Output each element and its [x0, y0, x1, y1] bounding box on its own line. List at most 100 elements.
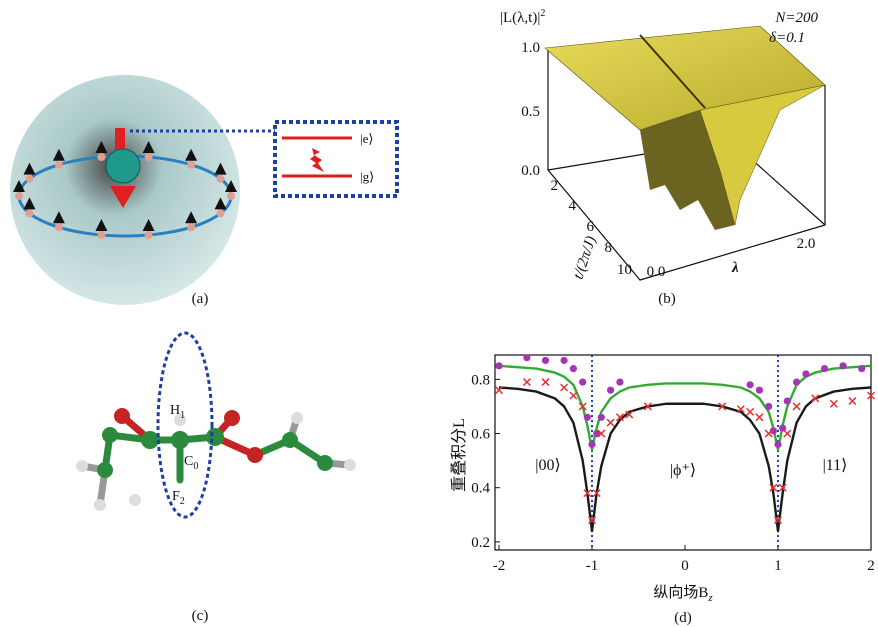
y-tick-label: 0.6 — [471, 427, 490, 443]
y-axis-label: 重叠积分L — [450, 418, 468, 492]
data-point — [802, 370, 809, 377]
z-tick-label: 0.0 — [521, 163, 540, 179]
atom-label: F2 — [172, 489, 185, 507]
t-tick-label: 2 — [551, 178, 559, 194]
spin-site — [145, 231, 153, 239]
data-point — [784, 397, 791, 404]
highlight-ellipse — [158, 333, 212, 517]
spin-site — [97, 231, 105, 239]
level-label: |e⟩ — [360, 131, 373, 146]
data-point — [561, 357, 568, 364]
x-tick-label: 0 — [681, 558, 689, 574]
atom-label: C0 — [184, 454, 198, 472]
data-point — [821, 365, 828, 372]
atom-symbol: H — [170, 403, 180, 418]
param: δ=0.1 — [769, 30, 805, 46]
data-point — [765, 403, 772, 410]
data-point — [598, 414, 605, 421]
t-tick-label: 10 — [617, 262, 632, 278]
data-point — [579, 378, 586, 385]
spin-site — [25, 175, 33, 183]
spin-site — [227, 192, 235, 200]
y-tick-label: 0.4 — [471, 481, 490, 497]
spin-site — [15, 192, 23, 200]
spin-site — [217, 209, 225, 217]
spin-site — [97, 153, 105, 161]
x-tick-label: 2 — [867, 558, 875, 574]
data-point — [858, 365, 865, 372]
panel-b: |L(λ,t)|2 N=200 δ=0.1 1.0 0.5 0.0 2 4 6 … — [500, 8, 825, 307]
panel-label: (d) — [674, 610, 692, 626]
data-point — [607, 387, 614, 394]
central-spin — [106, 149, 140, 183]
data-point — [570, 392, 577, 399]
atom-symbol: C — [184, 454, 193, 469]
data-point — [523, 379, 530, 386]
state-label: |11⟩ — [823, 457, 848, 474]
panel-a: |e⟩ |g⟩ (a) — [10, 75, 397, 307]
x-tick-label: -1 — [586, 558, 599, 574]
data-point — [542, 379, 549, 386]
data-point — [756, 414, 763, 421]
arrow — [115, 128, 125, 150]
t-tick-label: 6 — [587, 219, 595, 235]
state-label: |00⟩ — [535, 457, 560, 474]
y-tick-label: 0.2 — [471, 535, 490, 551]
state-label: |ϕ⁺⟩ — [670, 462, 696, 479]
panel-label: (b) — [658, 291, 676, 307]
series-line — [499, 366, 871, 450]
data-point — [747, 381, 754, 388]
spin-site — [55, 161, 63, 169]
panel-d: (d) -2 -1 0 1 2 0.2 0.4 0.6 0.8 |00⟩ |ϕ⁺⟩ |11⟩ 纵向场Bz… — [450, 354, 875, 626]
x-axis-label-sub: z — [707, 592, 713, 604]
param: N=200 — [774, 10, 818, 26]
data-point — [830, 400, 837, 407]
data-point — [793, 378, 800, 385]
data-point — [607, 419, 614, 426]
spin-site — [25, 209, 33, 217]
y-tick-label: 0.8 — [471, 372, 490, 388]
data-point — [616, 378, 623, 385]
data-point — [756, 387, 763, 394]
data-point — [849, 398, 856, 405]
data-point — [840, 362, 847, 369]
data-point — [747, 408, 754, 415]
z-tick-label: 0.5 — [521, 104, 540, 120]
spin-site — [145, 153, 153, 161]
figure: |e⟩ |g⟩ (a) |L(λ,t)|2 N=200 δ=0.1 1.0 0.… — [0, 0, 878, 627]
z-tick-label: 1.0 — [521, 40, 540, 56]
atom-index: 0 — [193, 461, 198, 472]
lambda-label: λ — [731, 260, 739, 276]
data-point — [784, 430, 791, 437]
data-point — [588, 441, 595, 448]
data-point — [570, 365, 577, 372]
spin-site — [217, 175, 225, 183]
lambda-tick-label: 2.0 — [797, 236, 816, 252]
x-axis-label-text: 纵向场B — [653, 584, 708, 601]
level-label: |g⟩ — [360, 169, 374, 184]
t-tick-label: 4 — [569, 198, 577, 214]
data-point — [523, 354, 530, 361]
atom-index: 2 — [180, 496, 185, 507]
level-box — [275, 122, 397, 196]
data-point — [542, 357, 549, 364]
spin-site — [187, 223, 195, 231]
panel-label: (c) — [192, 608, 209, 624]
x-tick-label: 1 — [774, 558, 782, 574]
panel-label: (a) — [192, 291, 209, 307]
lambda-tick-label: 0.0 — [647, 264, 666, 280]
data-point — [774, 441, 781, 448]
data-point — [561, 384, 568, 391]
atom-symbol: F — [172, 489, 180, 504]
data-point — [495, 362, 502, 369]
z-label-text: |L(λ,t)| — [500, 10, 540, 26]
spin-site — [55, 223, 63, 231]
x-tick-label: -2 — [493, 558, 506, 574]
data-point — [793, 403, 800, 410]
x-axis-label: 纵向场Bz — [653, 584, 713, 604]
panel-c: H1 C0 F2 (c) — [76, 333, 356, 624]
z-label-sup: 2 — [540, 8, 545, 19]
z-label: |L(λ,t)|2 — [500, 8, 545, 26]
data-point — [584, 414, 591, 421]
t-label: t/(2π/J) — [571, 234, 600, 281]
